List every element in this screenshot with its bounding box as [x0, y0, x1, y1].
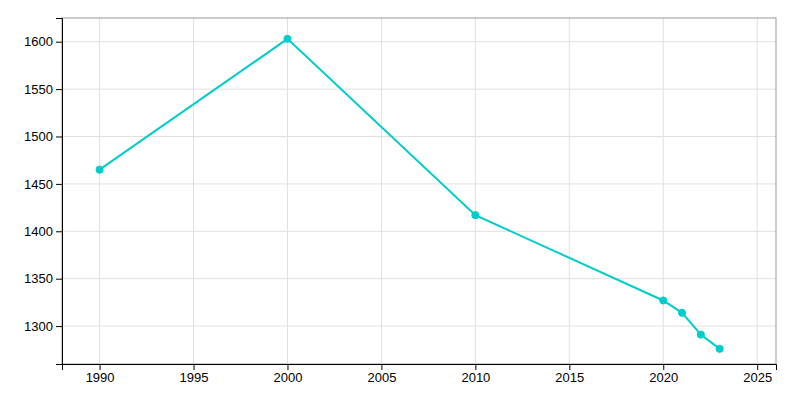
- y-tick-label: 1450: [24, 177, 53, 192]
- grid-line-y: [62, 326, 776, 327]
- point: [284, 35, 291, 42]
- point: [697, 331, 704, 338]
- grid-line-x: [757, 18, 758, 364]
- y-tick-label: 1500: [24, 129, 53, 144]
- y-tick-mark: [56, 42, 62, 43]
- x-tick-label: 2020: [649, 370, 678, 385]
- grid-line-x: [287, 18, 288, 364]
- y-tick-mark: [56, 184, 62, 185]
- y-tick: 1600: [24, 34, 62, 49]
- x-tick-label: 2015: [555, 370, 584, 385]
- y-tick-mark: [56, 89, 62, 90]
- x-tick-mark: [194, 364, 195, 370]
- x-tick-mark: [569, 364, 570, 370]
- grid-line-x: [193, 18, 194, 364]
- y-tick: 1500: [24, 129, 62, 144]
- x-tick-mark: [100, 364, 101, 370]
- grid-line-y: [62, 89, 776, 90]
- grid-line-y: [62, 136, 776, 137]
- point: [716, 345, 723, 352]
- line: [100, 39, 720, 349]
- y-tick-label: 1550: [24, 82, 53, 97]
- point: [96, 166, 103, 173]
- x-tick-label: 2025: [743, 370, 772, 385]
- y-tick-label: 1300: [24, 319, 53, 334]
- x-tick: 1995: [180, 364, 209, 385]
- x-tick: 2020: [649, 364, 678, 385]
- grid-line-y: [62, 41, 776, 42]
- x-tick: 2015: [555, 364, 584, 385]
- grid-line-y: [62, 183, 776, 184]
- x-axis: 1990 1995 2000 2005 2010 2015 2020 2025: [63, 364, 777, 385]
- y-tick: 1300: [24, 319, 62, 334]
- point: [472, 212, 479, 219]
- x-tick-label: 1995: [180, 370, 209, 385]
- y-tick-mark: [56, 326, 62, 327]
- x-tick-label: 2005: [367, 370, 396, 385]
- plot-frame: [62, 18, 776, 364]
- marks: [96, 35, 723, 352]
- x-tick-mark: [475, 364, 476, 370]
- x-tick-label: 2000: [274, 370, 303, 385]
- y-tick-label: 1400: [24, 224, 53, 239]
- y-tick-mark: [56, 136, 62, 137]
- grid-line-x: [381, 18, 382, 364]
- x-tick-mark: [381, 364, 382, 370]
- grid-line-y: [62, 278, 776, 279]
- grid-line-x: [569, 18, 570, 364]
- x-tick: 2005: [367, 364, 396, 385]
- x-tick-label: 2010: [461, 370, 490, 385]
- x-tick-mark: [757, 364, 758, 370]
- y-tick: 1400: [24, 224, 62, 239]
- y-axis-line: [56, 19, 63, 365]
- point: [660, 297, 667, 304]
- x-tick: 2000: [274, 364, 303, 385]
- x-tick-mark: [287, 364, 288, 370]
- x-tick: 2010: [461, 364, 490, 385]
- x-tick-label: 1990: [86, 370, 115, 385]
- plot: 1990 1995 2000 2005 2010 2015 2020 2025 1300 1350…: [24, 18, 776, 385]
- y-tick-label: 1350: [24, 271, 53, 286]
- y-tick-mark: [56, 279, 62, 280]
- x-axis-line: [63, 365, 777, 371]
- x-tick: 2025: [743, 364, 772, 385]
- grid-line-x: [475, 18, 476, 364]
- grid-line-y: [62, 231, 776, 232]
- chart: 1990 1995 2000 2005 2010 2015 2020 2025 1300 1350…: [0, 0, 800, 400]
- grid-line-x: [663, 18, 664, 364]
- grid-line-x: [99, 18, 100, 364]
- point: [678, 309, 685, 316]
- y-tick-mark: [56, 231, 62, 232]
- y-tick-label: 1600: [24, 34, 53, 49]
- x-tick-mark: [663, 364, 664, 370]
- y-tick: 1450: [24, 177, 62, 192]
- y-tick: 1550: [24, 82, 62, 97]
- x-tick: 1990: [86, 364, 115, 385]
- grid: [62, 18, 776, 364]
- y-tick: 1350: [24, 271, 62, 286]
- y-axis: 1300 1350 1400 1450 1500 1550 1600: [24, 19, 62, 365]
